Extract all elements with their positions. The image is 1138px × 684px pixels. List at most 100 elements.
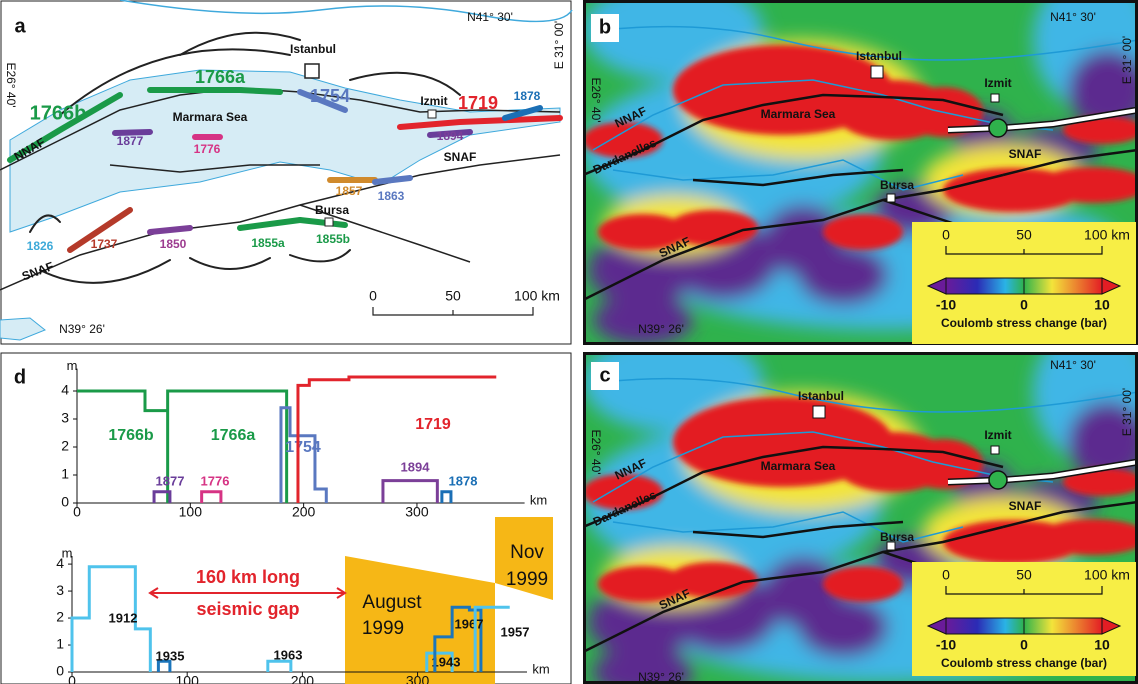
colorbar-tick-label: 0 xyxy=(1020,637,1028,653)
latitude-label: N41° 30' xyxy=(1050,358,1096,372)
series-label: 1957 xyxy=(501,624,530,639)
scale-label: 100 km xyxy=(1084,227,1130,243)
scale-label: 100 km xyxy=(514,288,560,304)
series-label: 1766a xyxy=(211,427,256,444)
x-tick-label: 0 xyxy=(68,673,76,684)
city-label: Izmit xyxy=(984,428,1011,442)
x-tick-label: 300 xyxy=(405,504,429,520)
y-tick-label: 0 xyxy=(56,663,64,679)
legend: 050100 km-10010Coulomb stress change (ba… xyxy=(912,562,1136,676)
x-tick-label: 100 xyxy=(179,504,203,520)
x-axis-label: km xyxy=(532,661,549,676)
colorbar-title: Coulomb stress change (bar) xyxy=(941,316,1107,330)
y-tick-label: 3 xyxy=(56,582,64,598)
event-label: 1737 xyxy=(91,237,118,251)
event-label: 1754 xyxy=(310,86,350,106)
map-shape xyxy=(991,446,999,454)
city-label: Bursa xyxy=(880,530,914,544)
latitude-label: N39° 26' xyxy=(638,322,684,336)
series-label: 1912 xyxy=(109,610,138,625)
city-label: Bursa xyxy=(315,203,349,217)
latitude-label: N39° 26' xyxy=(59,322,105,336)
annotation: August xyxy=(362,592,422,613)
panel-label: d xyxy=(14,366,26,388)
map-shape xyxy=(428,110,436,118)
scale-label: 50 xyxy=(445,288,461,304)
figure: b N41° 30' E 31° 00' E26° 40' N39° 26' Istanb… xyxy=(0,0,1138,684)
y-axis-label: m xyxy=(62,545,73,560)
series-label: 1967 xyxy=(455,616,484,631)
sea-label: Marmara Sea xyxy=(761,107,836,121)
colorbar-tick-label: -10 xyxy=(936,297,956,313)
legend: 050100 km-10010Coulomb stress change (ba… xyxy=(912,222,1136,344)
y-tick-label: 0 xyxy=(61,494,69,510)
map-shape xyxy=(887,194,895,202)
city-label: Bursa xyxy=(880,178,914,192)
y-tick-label: 2 xyxy=(56,609,64,625)
colorbar-tick-label: 10 xyxy=(1094,637,1110,653)
fault-label: SNAF xyxy=(1009,147,1042,161)
scale-label: 0 xyxy=(942,567,950,583)
x-tick-label: 300 xyxy=(406,673,430,684)
fault-label: SNAF xyxy=(1009,499,1042,513)
annotation: 1999 xyxy=(362,618,404,639)
event-label: 1719 xyxy=(458,93,498,113)
map-shape xyxy=(813,406,825,418)
series-label: 1935 xyxy=(156,648,185,663)
series-label: 1754 xyxy=(285,439,321,456)
x-tick-label: 200 xyxy=(292,504,316,520)
panel-label: a xyxy=(14,15,26,37)
city-label: Istanbul xyxy=(856,49,902,63)
city-label: Istanbul xyxy=(798,389,844,403)
fault-label: SNAF xyxy=(444,150,477,164)
event-label: 1855b xyxy=(316,232,350,246)
longitude-label: E 31° 00' xyxy=(552,21,566,69)
x-tick-label: 200 xyxy=(291,673,315,684)
map-shape xyxy=(150,228,190,232)
series-label: 1719 xyxy=(415,416,451,433)
map-shape xyxy=(325,218,333,226)
map-shape xyxy=(305,64,319,78)
scale-label: 0 xyxy=(942,227,950,243)
y-tick-label: 3 xyxy=(61,410,69,426)
map-shape xyxy=(375,178,410,182)
longitude-label: E26° 40' xyxy=(589,429,603,474)
longitude-label: E26° 40' xyxy=(4,62,18,107)
map-shape xyxy=(991,94,999,102)
series-label: 1963 xyxy=(274,647,303,662)
event-label: 1857 xyxy=(336,184,363,198)
y-tick-label: 4 xyxy=(61,382,69,398)
x-tick-label: 100 xyxy=(176,673,200,684)
colorbar-tick-label: 0 xyxy=(1020,297,1028,313)
event-label: 1894 xyxy=(437,129,464,143)
event-label: 1776 xyxy=(194,142,221,156)
event-label: 1863 xyxy=(378,189,405,203)
map-shape xyxy=(150,90,280,92)
x-tick-label: 0 xyxy=(73,504,81,520)
sea-label: Marmara Sea xyxy=(761,459,836,473)
panel-label: b xyxy=(599,16,611,38)
event-label: 1855a xyxy=(251,236,285,250)
scale-label: 50 xyxy=(1016,227,1032,243)
scale-label: 0 xyxy=(369,288,377,304)
event-label: 1826 xyxy=(27,239,54,253)
city-label: Izmit xyxy=(420,94,447,108)
scale-label: 50 xyxy=(1016,567,1032,583)
scale-label: 100 km xyxy=(1084,567,1130,583)
city-label: Istanbul xyxy=(290,42,336,56)
panel-label: c xyxy=(599,364,610,386)
event-label: 1766a xyxy=(195,67,246,87)
sea-label: Marmara Sea xyxy=(173,110,248,124)
y-tick-label: 2 xyxy=(61,438,69,454)
annotation: 1999 xyxy=(506,569,548,590)
latitude-label: N41° 30' xyxy=(1050,10,1096,24)
annotation: Nov xyxy=(510,542,544,563)
latitude-label: N41° 30' xyxy=(467,10,513,24)
map-shape xyxy=(871,66,883,78)
series-label: 1776 xyxy=(201,473,230,488)
series-label: 1877 xyxy=(156,473,185,488)
event-label: 1878 xyxy=(514,89,541,103)
y-axis-label: m xyxy=(67,358,78,373)
colorbar-tick-label: -10 xyxy=(936,637,956,653)
